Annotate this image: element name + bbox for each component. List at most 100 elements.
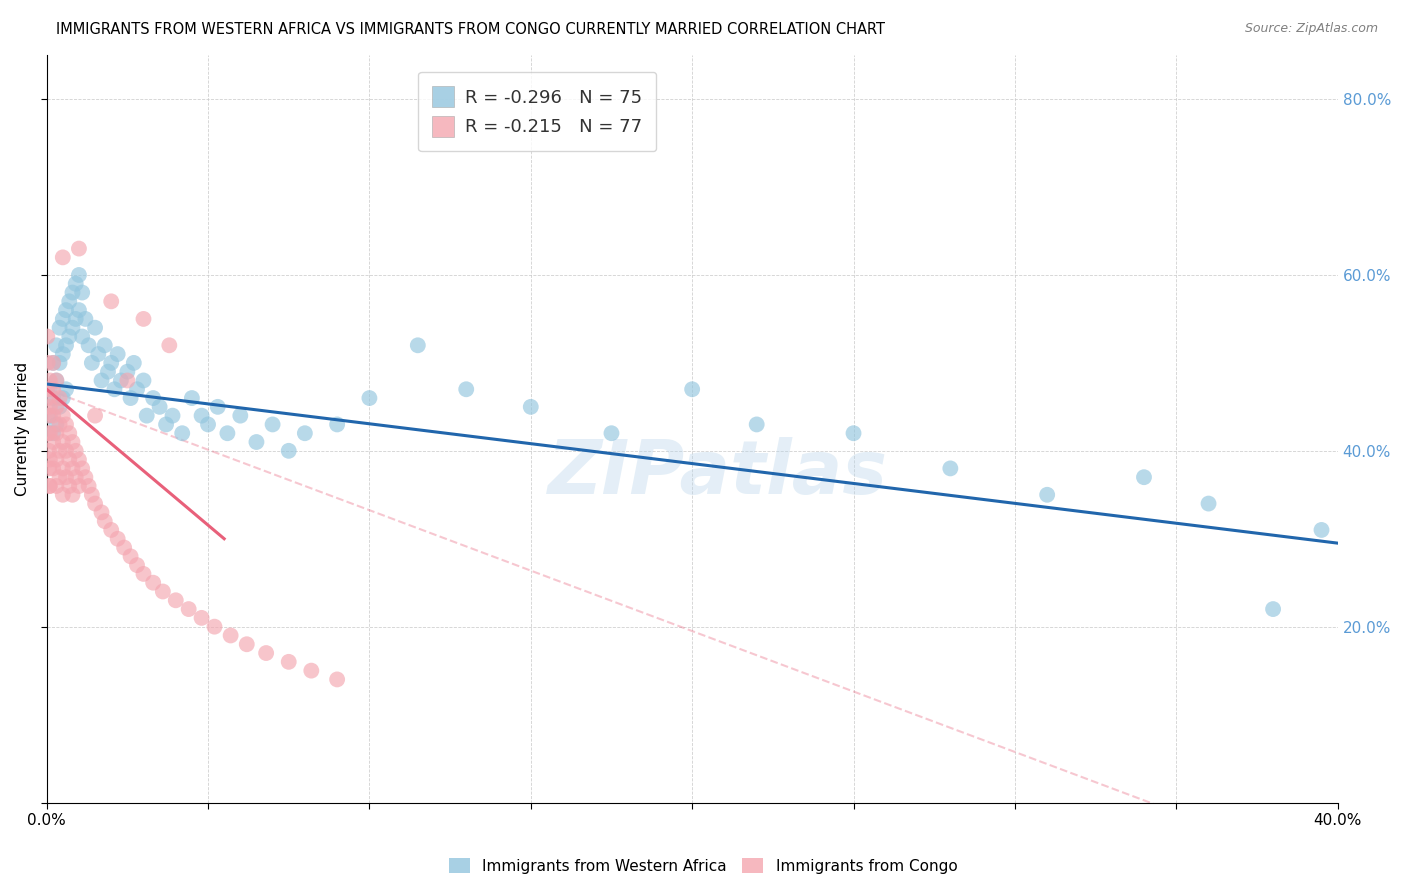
Point — [38, 374, 60, 388]
Point — [62, 435, 84, 450]
Point — [122, 356, 145, 370]
Point — [38, 409, 60, 423]
Point — [110, 374, 132, 388]
Point — [65, 312, 87, 326]
Point — [45, 452, 67, 467]
Point — [48, 391, 70, 405]
Point — [48, 417, 70, 432]
Point — [172, 426, 194, 441]
Point — [58, 329, 80, 343]
Point — [520, 400, 543, 414]
Point — [67, 242, 90, 256]
Point — [75, 470, 97, 484]
Point — [38, 452, 60, 467]
Point — [103, 382, 125, 396]
Point — [65, 443, 87, 458]
Point — [70, 461, 93, 475]
Point — [219, 628, 242, 642]
Point — [42, 409, 65, 423]
Point — [90, 374, 112, 388]
Point — [197, 417, 219, 432]
Point — [42, 461, 65, 475]
Point — [107, 347, 129, 361]
Point — [45, 374, 67, 388]
Point — [94, 514, 117, 528]
Point — [190, 409, 212, 423]
Point — [37, 356, 59, 370]
Point — [100, 294, 122, 309]
Point — [117, 365, 139, 379]
Point — [84, 497, 107, 511]
Point — [100, 523, 122, 537]
Point — [245, 435, 267, 450]
Point — [42, 356, 65, 370]
Point — [58, 294, 80, 309]
Point — [62, 488, 84, 502]
Point — [939, 461, 962, 475]
Point — [100, 356, 122, 370]
Point — [254, 646, 277, 660]
Point — [326, 673, 349, 687]
Point — [38, 479, 60, 493]
Point — [58, 452, 80, 467]
Point — [1310, 523, 1333, 537]
Point — [207, 400, 229, 414]
Point — [152, 584, 174, 599]
Point — [229, 409, 252, 423]
Point — [58, 479, 80, 493]
Point — [52, 409, 75, 423]
Point — [107, 532, 129, 546]
Point — [326, 417, 349, 432]
Point — [67, 268, 90, 282]
Point — [155, 417, 177, 432]
Point — [162, 409, 184, 423]
Point — [45, 479, 67, 493]
Point — [1198, 497, 1220, 511]
Point — [180, 391, 202, 405]
Point — [135, 409, 157, 423]
Point — [190, 611, 212, 625]
Point — [125, 558, 148, 573]
Point — [87, 347, 110, 361]
Point — [77, 479, 100, 493]
Point — [217, 426, 239, 441]
Point — [359, 391, 381, 405]
Point — [45, 426, 67, 441]
Point — [65, 470, 87, 484]
Legend: R = -0.296   N = 75, R = -0.215   N = 77: R = -0.296 N = 75, R = -0.215 N = 77 — [418, 71, 657, 152]
Point — [70, 285, 93, 300]
Point — [165, 593, 187, 607]
Point — [55, 303, 77, 318]
Point — [1036, 488, 1059, 502]
Point — [142, 391, 165, 405]
Point — [236, 637, 259, 651]
Point — [67, 303, 90, 318]
Point — [177, 602, 200, 616]
Point — [52, 312, 75, 326]
Point — [45, 338, 67, 352]
Point — [48, 470, 70, 484]
Point — [67, 479, 90, 493]
Text: Source: ZipAtlas.com: Source: ZipAtlas.com — [1244, 22, 1378, 36]
Point — [45, 374, 67, 388]
Point — [84, 409, 107, 423]
Point — [277, 655, 299, 669]
Point — [52, 251, 75, 265]
Point — [42, 382, 65, 396]
Point — [62, 285, 84, 300]
Point — [42, 356, 65, 370]
Point — [77, 338, 100, 352]
Point — [117, 374, 139, 388]
Point — [1133, 470, 1156, 484]
Legend: Immigrants from Western Africa, Immigrants from Congo: Immigrants from Western Africa, Immigran… — [443, 852, 963, 880]
Point — [58, 426, 80, 441]
Y-axis label: Currently Married: Currently Married — [15, 362, 30, 496]
Point — [38, 461, 60, 475]
Point — [120, 549, 142, 564]
Point — [132, 312, 155, 326]
Point — [42, 391, 65, 405]
Point — [37, 329, 59, 343]
Point — [38, 426, 60, 441]
Point — [42, 426, 65, 441]
Point — [157, 338, 180, 352]
